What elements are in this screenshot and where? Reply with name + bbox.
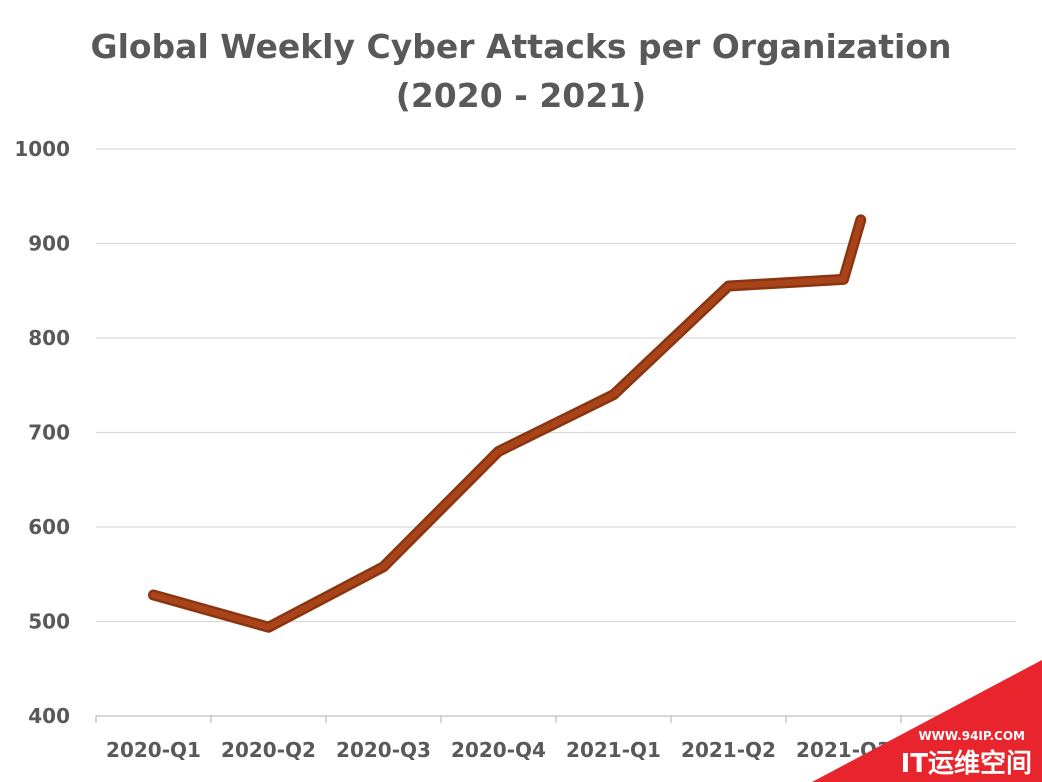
x-tick-label: 2021-Q2 bbox=[681, 738, 776, 762]
watermark-brand-text: IT运维空间 bbox=[901, 748, 1032, 779]
chart-title: Global Weekly Cyber Attacks per Organiza… bbox=[90, 27, 951, 66]
y-tick-label: 1000 bbox=[14, 137, 70, 161]
y-tick-label: 500 bbox=[28, 610, 70, 634]
x-tick-label: 2020-Q2 bbox=[221, 738, 316, 762]
y-tick-label: 600 bbox=[28, 515, 70, 539]
y-tick-label: 700 bbox=[28, 421, 70, 445]
y-tick-label: 800 bbox=[28, 326, 70, 350]
x-tick-label: 2020-Q1 bbox=[106, 738, 201, 762]
gridlines bbox=[95, 148, 1017, 723]
series-layer bbox=[148, 214, 867, 633]
y-axis-tick-labels: 400 500 600 700 800 900 1000 bbox=[14, 137, 70, 728]
y-tick-label: 900 bbox=[28, 232, 70, 256]
x-tick-label: 2020-Q4 bbox=[451, 738, 546, 762]
series-line-highlight bbox=[150, 216, 864, 631]
x-tick-label: 2020-Q3 bbox=[336, 738, 431, 762]
x-tick-label: 2021-Q1 bbox=[566, 738, 661, 762]
watermark-site-text: WWW.94IP.COM bbox=[918, 729, 1025, 743]
watermark-banner bbox=[812, 660, 1042, 782]
watermark: WWW.94IP.COM IT运维空间 bbox=[812, 660, 1042, 782]
chart-subtitle: (2020 - 2021) bbox=[396, 76, 647, 115]
y-tick-label: 400 bbox=[28, 704, 70, 728]
series-line bbox=[148, 214, 867, 633]
